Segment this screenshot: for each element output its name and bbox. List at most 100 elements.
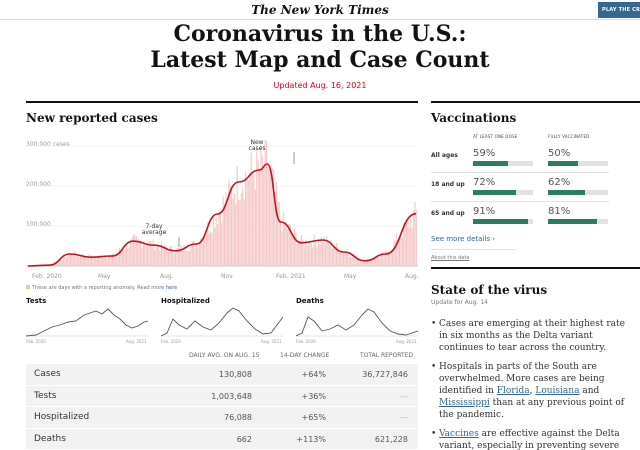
daily-case-bar	[301, 235, 303, 266]
row-14day-change: +36%	[301, 391, 326, 401]
daily-case-bar	[191, 241, 193, 266]
daily-case-bar	[250, 152, 252, 266]
table-row-deaths: Deaths 662 +113% 621,228	[26, 428, 418, 450]
row-14day-change: +65%	[301, 413, 326, 422]
daily-case-bar	[282, 212, 284, 266]
page-title: Coronavirus in the U.S.: Latest Map and …	[0, 21, 640, 73]
daily-case-bar	[317, 241, 319, 266]
daily-case-bar	[187, 250, 189, 266]
daily-case-bar	[92, 257, 94, 266]
daily-case-bar	[207, 221, 209, 266]
bullet-1-text: Cases are emerging at their highest rate…	[439, 319, 625, 353]
daily-case-bar	[113, 255, 115, 266]
annotation-7day-average: 7-day average	[141, 223, 167, 236]
daily-case-bar	[99, 255, 101, 266]
row-label: Deaths	[34, 433, 66, 444]
daily-case-bar	[285, 222, 287, 266]
daily-case-bar	[61, 259, 63, 266]
vacc-row-label-65: 65 and up	[431, 210, 465, 217]
state-updated: Update for Aug. 14	[431, 299, 488, 306]
daily-case-bar	[344, 252, 346, 266]
daily-case-bar	[110, 255, 112, 266]
daily-case-bar	[246, 178, 248, 266]
daily-case-bar	[166, 248, 168, 266]
anomaly-note-link[interactable]: here	[165, 285, 178, 291]
daily-case-bar	[236, 165, 238, 266]
anomaly-note: These are days with a reporting anomaly.…	[26, 285, 177, 291]
vacc-one-18-track	[473, 190, 533, 195]
daily-case-bar	[323, 236, 325, 266]
daily-case-bar	[197, 247, 199, 266]
daily-case-bar	[140, 241, 142, 266]
mini-hosp-x-start: Feb. 2020	[161, 339, 181, 344]
row-label: Cases	[34, 369, 61, 379]
daily-case-bar	[336, 243, 338, 266]
anomaly-swatch	[26, 285, 30, 289]
daily-case-bar	[121, 249, 123, 266]
daily-case-bar	[324, 243, 326, 266]
daily-case-bar	[397, 241, 399, 266]
daily-case-bar	[103, 256, 105, 266]
daily-case-bar	[338, 252, 340, 266]
daily-case-bar	[158, 246, 160, 266]
row-label: Tests	[34, 390, 57, 401]
nyt-logo[interactable]: The New York Times	[251, 3, 389, 17]
daily-case-bar	[180, 245, 182, 266]
x-tick-aug-2021: Aug.	[405, 273, 419, 280]
daily-case-bar	[378, 257, 380, 266]
daily-case-bar	[400, 236, 402, 266]
daily-case-bar	[368, 261, 370, 266]
vacc-full-65-bar	[548, 219, 597, 224]
bullet-2-text: Hospitals in parts of the South are over…	[439, 362, 605, 396]
row-total: 36,727,846	[362, 370, 408, 379]
daily-case-bar	[229, 185, 231, 266]
daily-case-bar	[225, 191, 227, 266]
daily-case-bar	[218, 211, 220, 266]
daily-case-bar	[134, 235, 136, 266]
daily-case-bar	[326, 235, 328, 266]
daily-case-bar	[263, 166, 265, 266]
state-section-rule	[431, 267, 640, 269]
daily-case-bar	[271, 167, 273, 266]
daily-case-bar	[289, 224, 291, 266]
row-label: Hospitalized	[34, 412, 90, 422]
state-title: State of the virus	[431, 283, 548, 297]
daily-case-bar	[88, 254, 90, 266]
daily-case-bar	[341, 250, 343, 266]
mississippi-link[interactable]: Mississippi	[439, 398, 490, 408]
daily-case-bar	[152, 239, 154, 266]
play-button[interactable]: PLAY THE CR	[598, 2, 640, 18]
daily-case-bar	[91, 255, 93, 266]
daily-case-bar	[312, 247, 314, 266]
daily-case-bar	[130, 239, 132, 266]
daily-case-bar	[256, 148, 258, 266]
vacc-one-65: 91%	[473, 206, 496, 217]
daily-case-bar	[105, 258, 107, 266]
daily-case-bar	[63, 257, 65, 266]
daily-case-bar	[249, 171, 251, 266]
mini-chart-deaths-title: Deaths	[296, 297, 324, 305]
daily-case-bar	[294, 227, 296, 266]
daily-case-bar	[210, 231, 212, 266]
daily-case-bar	[205, 233, 207, 266]
vacc-row-label-all: All ages	[431, 152, 458, 159]
vacc-col-fully: FULLY VACCINATED	[548, 134, 590, 139]
daily-case-bar	[357, 259, 359, 266]
daily-case-bar	[123, 250, 125, 266]
see-more-details-link[interactable]: See more details ›	[431, 235, 495, 243]
y-tick-100k: 100,000	[26, 221, 51, 228]
daily-case-bar	[345, 252, 347, 266]
daily-case-bar	[224, 204, 226, 266]
daily-case-bar	[382, 252, 384, 266]
vaccines-link[interactable]: Vaccines	[439, 429, 479, 439]
daily-case-bar	[379, 255, 381, 266]
daily-case-bar	[264, 140, 266, 266]
daily-case-bar	[86, 258, 88, 266]
daily-case-bar	[198, 243, 200, 266]
about-this-data-link[interactable]: About this data	[431, 255, 470, 261]
vacc-full-all-bar	[548, 161, 578, 166]
mini-chart-deaths	[296, 308, 418, 337]
louisiana-link[interactable]: Louisiana	[535, 386, 580, 396]
state-bullet-1: Cases are emerging at their highest rate…	[431, 318, 631, 354]
florida-link[interactable]: Florida	[496, 386, 530, 396]
